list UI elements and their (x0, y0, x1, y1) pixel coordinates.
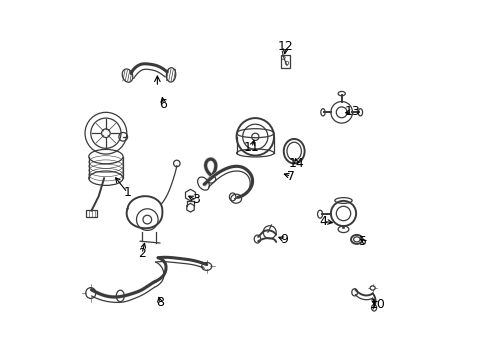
Text: 1: 1 (123, 186, 131, 199)
Text: 4: 4 (319, 215, 327, 228)
Text: 5: 5 (359, 235, 366, 248)
Text: 9: 9 (280, 233, 287, 246)
Text: 2: 2 (138, 247, 145, 260)
Text: 14: 14 (288, 157, 304, 170)
Text: 13: 13 (344, 105, 360, 118)
Text: 10: 10 (369, 298, 385, 311)
Text: 12: 12 (278, 40, 293, 53)
Text: 11: 11 (244, 141, 259, 154)
Text: 7: 7 (287, 170, 295, 183)
Text: 8: 8 (156, 296, 163, 309)
Text: 3: 3 (192, 193, 200, 206)
Text: 6: 6 (159, 98, 167, 111)
